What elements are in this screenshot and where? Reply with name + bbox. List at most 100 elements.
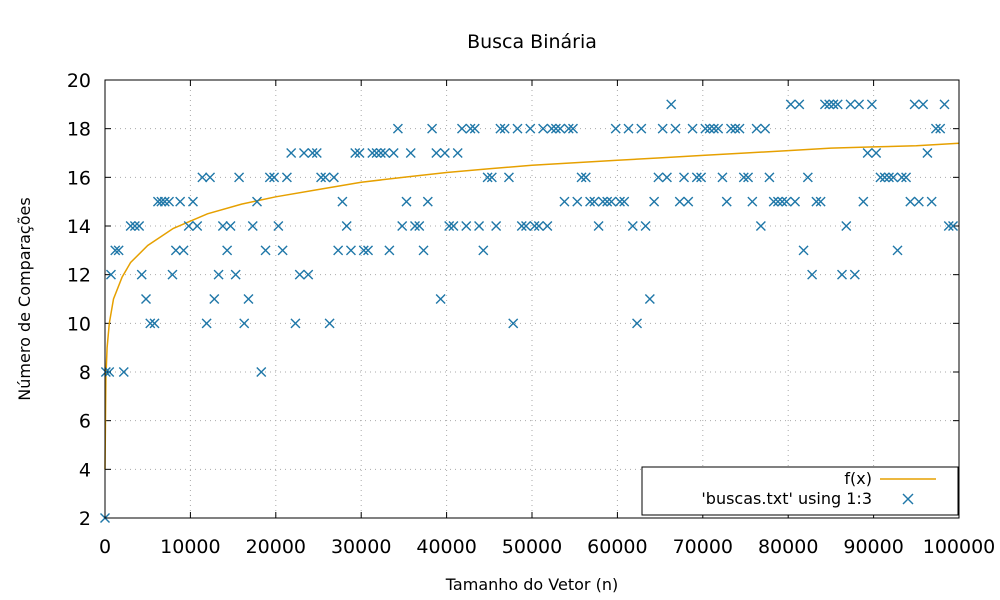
data-point [431,148,442,158]
data-point [192,221,203,231]
data-point [503,172,514,183]
data-point [546,123,557,134]
data-point [164,196,175,207]
data-point [943,221,954,231]
data-point [533,221,544,231]
data-point [307,148,318,158]
data-point [661,172,672,183]
data-point [837,269,847,280]
data-point [456,123,467,134]
data-point [819,99,830,110]
data-point [948,221,959,231]
data-point [597,196,608,207]
data-point [380,148,391,158]
data-point [550,123,561,134]
legend-marker-points [902,493,914,505]
data-point [277,245,288,256]
data-point [341,221,352,231]
data-point [354,148,365,158]
data-point [828,99,839,110]
data-point [256,367,267,377]
data-point [738,172,749,183]
data-point [247,221,258,231]
data-point [156,196,167,207]
data-point [495,123,506,134]
data-point [140,294,151,304]
data-point [913,196,924,207]
data-point [858,196,869,207]
data-point [113,245,124,256]
legend: f(x) 'buscas.txt' using 1:3 [641,466,959,516]
data-point [145,318,156,329]
data-point [691,172,702,183]
x-tick-label: 30000 [331,536,391,558]
data-point [589,196,600,207]
data-point [187,196,198,207]
data-point [845,99,856,110]
data-point [717,172,728,183]
legend-label-points: 'buscas.txt' using 1:3 [701,489,872,508]
data-point [100,367,111,377]
data-point [358,245,369,256]
data-point [298,148,309,158]
data-point [896,172,907,183]
data-point [679,172,690,183]
data-point [751,123,762,134]
data-point [610,123,621,134]
grid [105,80,959,518]
data-point [755,221,766,231]
data-point [909,99,920,110]
data-point [465,123,476,134]
data-point [167,269,178,280]
data-point [700,123,711,134]
x-axis-label: Tamanho do Vetor (n) [445,575,618,594]
data-point [866,99,877,110]
data-point [294,269,305,280]
data-point [687,123,698,134]
data-point [225,221,236,231]
y-tick-label: 2 [79,508,91,530]
data-point [281,172,292,183]
data-point [178,245,189,256]
data-point [734,123,745,134]
data-point [875,172,886,183]
data-point [576,172,587,183]
data-point [674,196,685,207]
data-point [371,148,382,158]
data-point [486,172,497,183]
data-point [269,172,280,183]
data-point [644,294,655,304]
data-point [320,172,331,183]
data-point [286,148,297,158]
data-point [478,245,489,256]
data-point [316,172,327,183]
data-point [871,148,882,158]
data-point [427,123,438,134]
data-point [175,196,186,207]
data-point [401,196,412,207]
data-point [640,221,651,231]
plot-frame [104,79,960,519]
data-point [521,221,532,231]
data-point [649,196,660,207]
data-point [563,123,574,134]
data-point [328,172,339,183]
data-point [879,172,890,183]
y-tick-label: 4 [79,459,91,481]
data-point [222,245,233,256]
data-point [205,172,216,183]
x-tick-label: 80000 [758,536,818,558]
data-point [713,123,724,134]
data-point [337,196,348,207]
data-point [209,294,220,304]
data-point [448,221,459,231]
x-tick-label: 90000 [843,536,903,558]
x-tick-label: 0 [99,536,111,558]
data-point [683,196,694,207]
data-point [538,123,549,134]
data-point [444,221,455,231]
data-point [239,318,250,329]
data-point [555,123,566,134]
data-point [854,99,865,110]
